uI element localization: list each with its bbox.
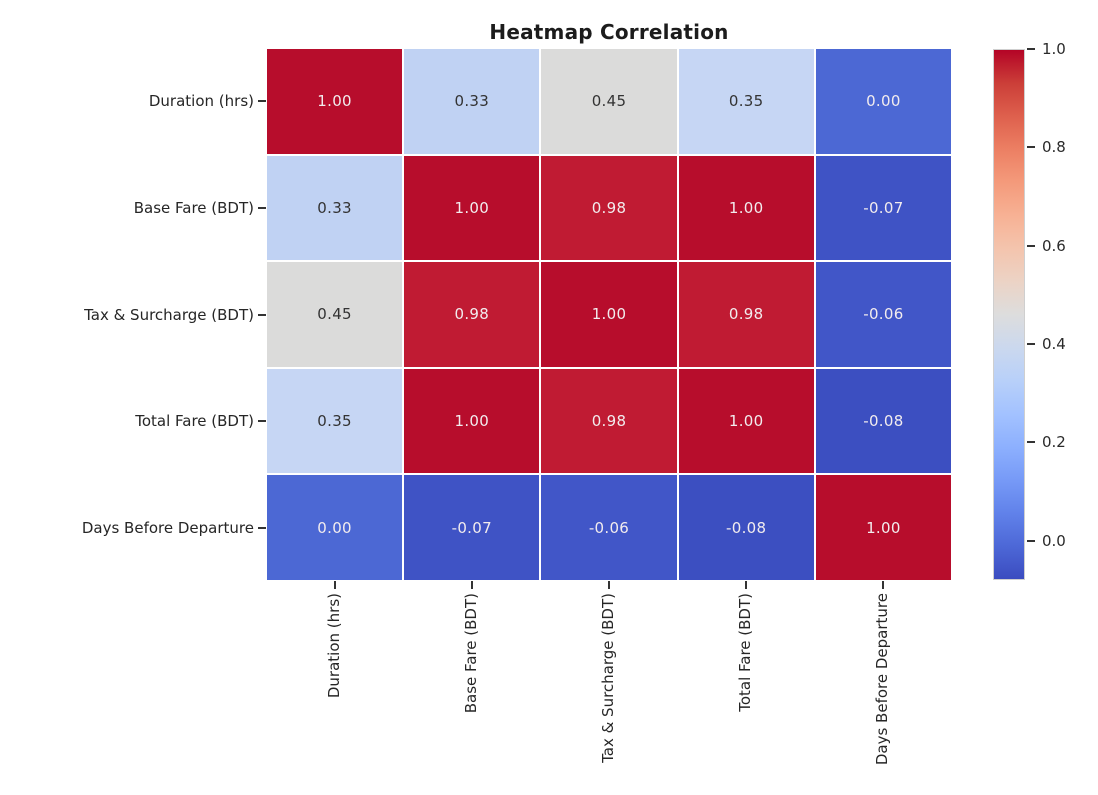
colorbar-tick	[1027, 48, 1035, 50]
y-axis-tick	[258, 100, 266, 103]
heatmap-cell: 0.45	[267, 262, 403, 367]
heatmap-cell: -0.06	[541, 475, 677, 580]
cell-value: -0.06	[863, 305, 904, 324]
heatmap-cell: 1.00	[678, 155, 814, 261]
heatmap-cell: 0.98	[678, 262, 814, 367]
colorbar-tick-label: 0.2	[1042, 433, 1066, 452]
chart-title: Heatmap Correlation	[489, 20, 729, 44]
heatmap-cell: -0.08	[815, 368, 951, 474]
colorbar-gradient	[994, 50, 1024, 579]
cell-value: 1.00	[454, 412, 490, 431]
x-axis-tick	[608, 581, 610, 589]
cell-value: 0.98	[454, 305, 490, 324]
cell-value: 0.35	[728, 92, 764, 111]
cell-value: -0.07	[451, 518, 492, 537]
cell-value: 0.98	[591, 412, 627, 431]
heatmap-cell: 0.35	[678, 49, 814, 154]
cell-value: -0.08	[726, 518, 767, 537]
y-axis-label: Days Before Departure	[81, 518, 254, 537]
y-axis-label: Total Fare (BDT)	[135, 412, 254, 431]
y-axis-label: Tax & Surcharge (BDT)	[84, 305, 254, 324]
x-axis-label: Total Fare (BDT)	[736, 593, 755, 712]
heatmap-grid: 1.00 0.33 0.45 0.35 0.00 0.33 1.00 0.98 1.00 -0.0…	[267, 49, 951, 580]
heatmap-cell: 0.00	[267, 475, 403, 580]
heatmap-cell: 0.33	[404, 49, 540, 154]
cell-value: 0.45	[317, 305, 352, 324]
y-axis-tick	[258, 313, 266, 316]
colorbar	[993, 49, 1025, 580]
x-axis-tick	[470, 581, 473, 589]
y-axis-label: Base Fare (BDT)	[133, 198, 254, 217]
cell-value: 0.33	[317, 198, 352, 217]
cell-value: 1.00	[866, 518, 901, 537]
heatmap-cell: 1.00	[815, 475, 951, 580]
colorbar-tick	[1027, 244, 1035, 247]
y-axis-tick	[258, 526, 266, 529]
cell-value: 0.45	[591, 92, 627, 111]
colorbar-tick	[1027, 441, 1035, 444]
colorbar-tick-label: 0.6	[1042, 236, 1066, 255]
cell-value: 1.00	[454, 198, 490, 217]
x-axis-label: Days Before Departure	[873, 593, 892, 766]
cell-value: -0.07	[863, 198, 904, 217]
cell-value: 1.00	[728, 412, 764, 431]
heatmap-cell: 1.00	[404, 155, 540, 261]
cell-value: 0.33	[454, 92, 490, 111]
y-axis-tick	[258, 206, 266, 209]
heatmap-cell: 0.98	[541, 155, 677, 261]
cell-value: -0.08	[863, 412, 904, 431]
colorbar-tick-label: 1.0	[1042, 40, 1066, 58]
x-axis-label: Duration (hrs)	[324, 593, 343, 699]
colorbar-tick-label: 0.8	[1042, 138, 1066, 157]
cell-value: 0.00	[317, 518, 352, 537]
heatmap-cell: 0.00	[815, 49, 951, 154]
cell-value: 1.00	[728, 198, 764, 217]
heatmap-cell: 0.33	[267, 155, 403, 261]
cell-value: 0.00	[866, 92, 901, 111]
heatmap-cell: -0.07	[815, 155, 951, 261]
cell-value: 0.98	[728, 305, 764, 324]
x-axis-tick	[882, 581, 885, 589]
heatmap-cell: -0.08	[678, 475, 814, 580]
colorbar-tick-label: 0.4	[1042, 335, 1066, 353]
heatmap-cell: 1.00	[541, 262, 677, 367]
x-axis-label: Base Fare (BDT)	[461, 593, 480, 714]
colorbar-tick	[1027, 343, 1035, 345]
x-axis-tick	[745, 581, 748, 589]
heatmap-cell: -0.07	[404, 475, 540, 580]
heatmap-cell: -0.06	[815, 262, 951, 367]
cell-value: -0.06	[588, 518, 630, 537]
heatmap-cell: 1.00	[267, 49, 403, 154]
y-axis-tick	[258, 420, 266, 423]
colorbar-tick	[1027, 539, 1035, 542]
heatmap-cell: 0.98	[404, 262, 540, 367]
cell-value: 0.35	[317, 412, 352, 431]
heatmap-cell: 1.00	[678, 368, 814, 474]
colorbar-tick-label: 0.0	[1042, 531, 1066, 550]
cell-value: 0.98	[591, 198, 627, 217]
cell-value: 1.00	[317, 92, 352, 111]
cell-value: 1.00	[591, 305, 627, 324]
heatmap-cell: 0.45	[541, 49, 677, 154]
colorbar-tick	[1027, 146, 1035, 149]
heatmap-cell: 0.35	[267, 368, 403, 474]
x-axis-tick	[333, 581, 336, 589]
x-axis-label: Tax & Surcharge (BDT)	[599, 593, 617, 763]
heatmap-cell: 1.00	[404, 368, 540, 474]
y-axis-label: Duration (hrs)	[148, 92, 254, 111]
heatmap-cell: 0.98	[541, 368, 677, 474]
